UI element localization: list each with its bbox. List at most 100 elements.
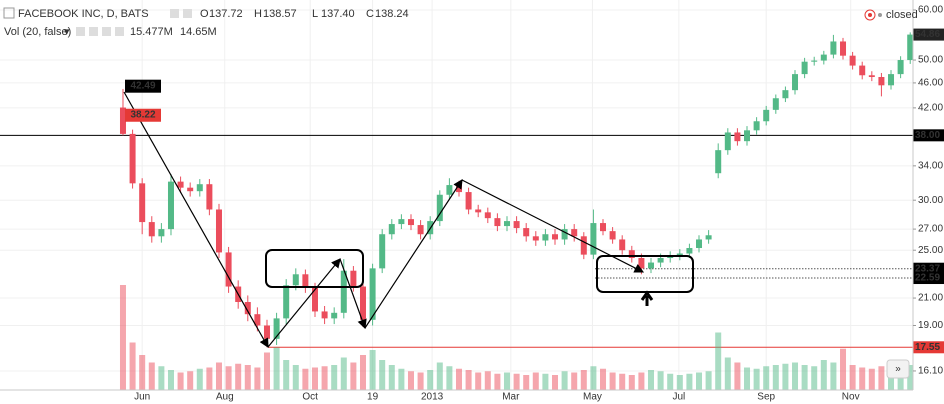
volume-bar <box>215 362 222 390</box>
candle-body <box>571 229 578 237</box>
volume-bar <box>859 367 866 390</box>
volume-bar <box>792 362 799 390</box>
candle-body <box>868 75 875 78</box>
dropdown[interactable]: ▾ <box>64 26 70 38</box>
axes: 60.00 50.00 46.00 42.00 34.00 30.00 27.00 25.00… <box>134 5 943 403</box>
candle-body <box>763 109 770 122</box>
candle-body <box>398 219 405 225</box>
candle-body <box>417 225 424 235</box>
candle-body <box>292 274 299 286</box>
candle-body <box>407 219 414 226</box>
volume-bar <box>638 372 645 390</box>
volume-bar <box>523 375 530 390</box>
price-label-bg <box>125 79 161 93</box>
volume-bar <box>840 348 847 390</box>
icon[interactable] <box>89 27 98 36</box>
candle-body <box>638 258 645 269</box>
y-tick-label: 50.00 <box>918 55 943 66</box>
volume-bar <box>868 368 875 390</box>
volume-bar <box>676 375 683 390</box>
icon[interactable] <box>102 27 111 36</box>
volume-bar <box>455 368 462 390</box>
volume-bar <box>619 373 626 390</box>
ohlc-name: H <box>254 8 262 20</box>
volume-bar <box>350 362 357 390</box>
x-tick-label: Aug <box>216 392 234 403</box>
volume-bar <box>561 371 568 390</box>
candle-body <box>263 325 270 339</box>
volume-bar <box>849 365 856 390</box>
levels <box>0 134 913 348</box>
candle-body <box>484 212 491 219</box>
candle-body <box>532 236 539 241</box>
candle-body <box>321 311 328 319</box>
volume-title: Vol (20, false) <box>4 26 71 38</box>
x-tick-label: 19 <box>367 392 379 403</box>
candle-body <box>676 253 683 256</box>
volume-bar <box>590 366 597 390</box>
candle-body <box>523 228 530 237</box>
candle-body <box>772 98 779 110</box>
volume-bar <box>177 372 184 390</box>
candle-body <box>177 181 184 188</box>
volume-bar <box>782 363 789 390</box>
candle-body <box>801 61 808 75</box>
candle-body <box>196 184 203 192</box>
volume-bar <box>465 370 472 390</box>
icon[interactable] <box>76 27 85 36</box>
volume-bar <box>292 365 299 390</box>
volume-bar <box>369 350 376 390</box>
candle-body <box>648 262 655 269</box>
trend-arrow <box>339 258 367 330</box>
candle-body <box>311 287 318 312</box>
candle-body <box>849 55 856 66</box>
candle-body <box>888 74 895 86</box>
candles <box>119 32 914 348</box>
volume-bar <box>542 373 549 390</box>
volume-bar <box>696 372 703 390</box>
candle-body <box>744 130 751 142</box>
candle-body <box>465 192 472 210</box>
volume-bar <box>705 371 712 390</box>
volume-bar <box>744 367 751 390</box>
icon[interactable] <box>115 27 124 36</box>
volume-bar <box>772 365 779 390</box>
candle-body <box>782 90 789 99</box>
volume-bar <box>571 372 578 390</box>
volume-bar <box>302 368 309 390</box>
ohlc-name: O <box>200 8 209 20</box>
candle-body <box>600 223 607 232</box>
volume-bar <box>667 373 674 390</box>
trend-arrow <box>364 178 463 329</box>
y-tick-label: 19.00 <box>918 320 943 331</box>
trend-arrow <box>267 258 341 348</box>
ohlc-value: 138.57 <box>263 8 297 20</box>
volume-bar <box>148 362 155 390</box>
volume-bar <box>388 365 395 390</box>
candle-body <box>119 107 126 134</box>
icon[interactable] <box>183 9 192 18</box>
candle-body <box>859 65 866 76</box>
scroll-icon[interactable]: » <box>895 364 901 375</box>
icon[interactable] <box>170 9 179 18</box>
volume-bar <box>158 366 165 390</box>
volume-bar <box>753 368 760 390</box>
candle-body <box>657 258 664 263</box>
status-dot <box>878 13 882 17</box>
ohlc-name: C <box>366 8 374 20</box>
level-label-bg <box>913 262 944 275</box>
y-tick-label: 60.00 <box>918 5 943 16</box>
last-price-label: 54.86 <box>915 29 940 40</box>
menu-icon[interactable] <box>3 7 15 19</box>
candle-body <box>244 301 251 315</box>
volume-bar <box>811 366 818 390</box>
scroll-button[interactable] <box>886 359 910 379</box>
candle-body <box>753 121 760 131</box>
box <box>596 255 694 293</box>
volume-bar <box>888 370 895 390</box>
candle-body <box>139 183 146 223</box>
volume-bar <box>427 370 434 390</box>
volume-bar <box>628 375 635 390</box>
